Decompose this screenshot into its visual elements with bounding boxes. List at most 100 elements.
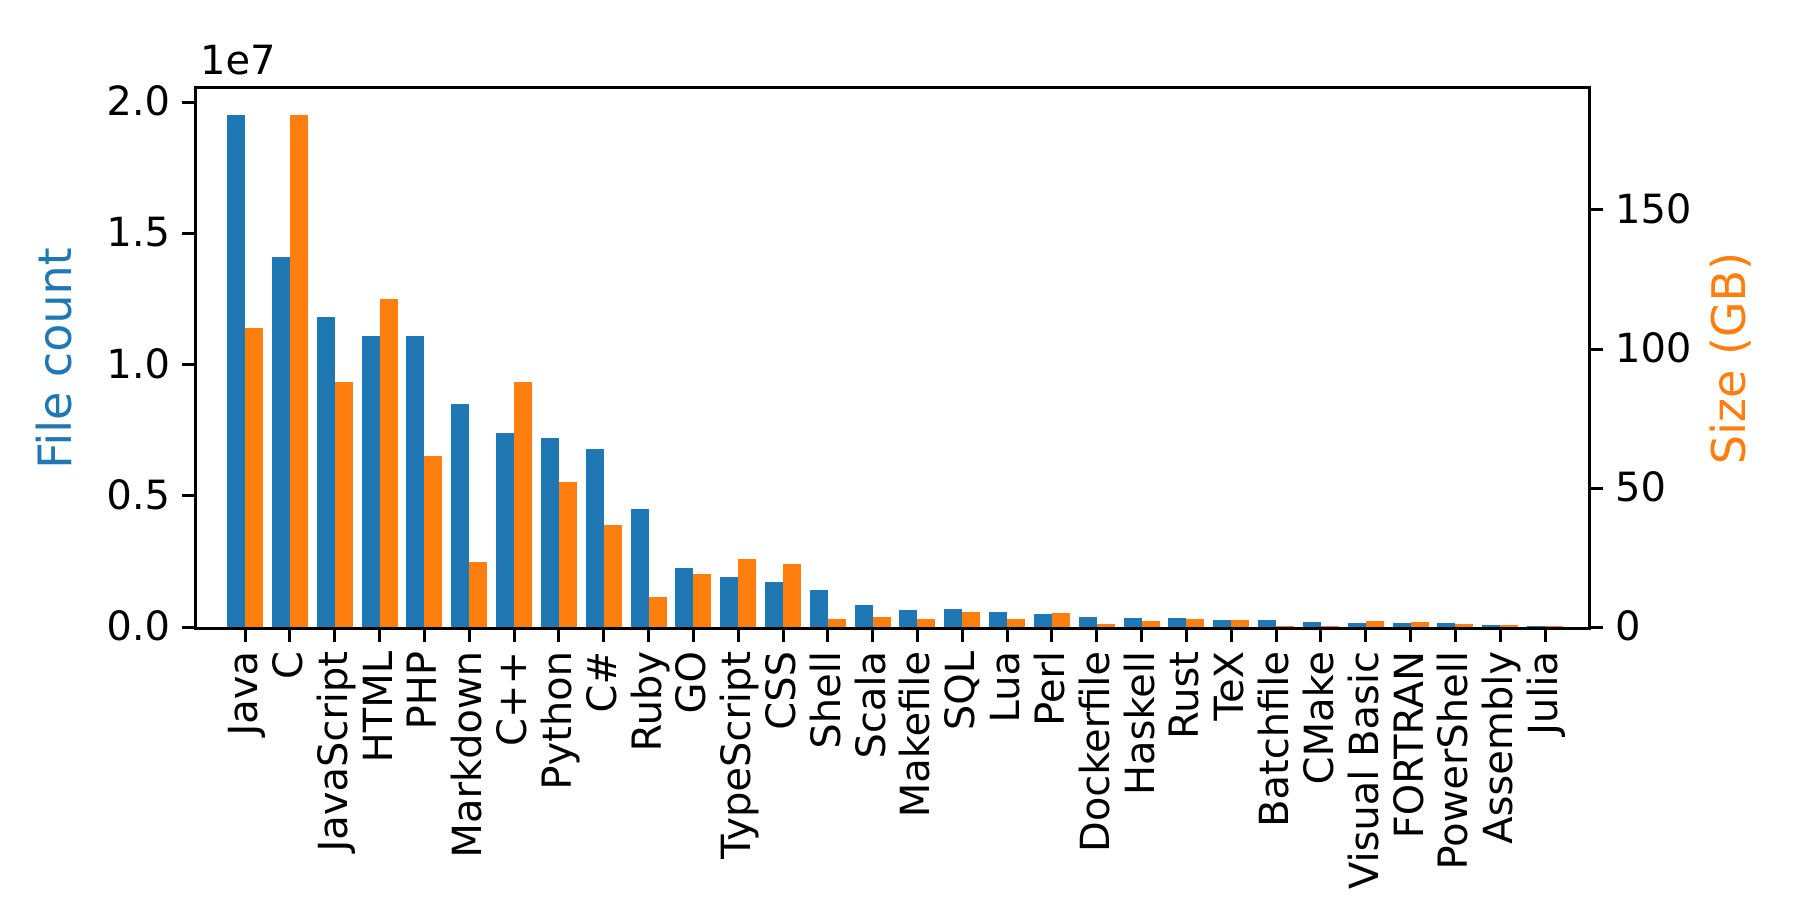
bar-file-count-php — [406, 336, 425, 627]
x-tick-label-typescript: TypeScript — [714, 651, 761, 859]
x-tick-powershell — [1453, 627, 1457, 642]
x-tick-label-cmake: CMake — [1296, 651, 1343, 785]
x-tick-c — [288, 627, 292, 642]
bar-size-rust — [1186, 619, 1205, 627]
bar-size-makefile — [917, 619, 936, 627]
y-right-tick-150 — [1588, 208, 1603, 212]
x-tick-label-scala: Scala — [848, 651, 895, 759]
x-tick-label-haskell: Haskell — [1117, 651, 1164, 796]
x-tick-label-c: C++ — [490, 651, 536, 746]
x-tick-cmake — [1319, 627, 1323, 642]
bar-size-c — [514, 382, 532, 627]
bar-size-powershell — [1455, 624, 1474, 627]
x-tick-batchfile — [1274, 627, 1278, 642]
x-tick-ruby — [647, 627, 650, 642]
bar-size-php — [424, 456, 443, 627]
x-tick-scala — [871, 627, 875, 642]
bar-size-sql — [962, 612, 981, 627]
y-axis-label-right: Size (GB) — [1702, 251, 1756, 465]
x-tick-haskell — [1140, 627, 1144, 642]
bar-size-tex — [1231, 620, 1250, 627]
x-tick-label-fortran: FORTRAN — [1386, 651, 1433, 839]
y-left-tick-1.0 — [182, 363, 197, 367]
bar-size-ruby — [648, 597, 667, 627]
y-left-tick-label-1.0: 1.0 — [106, 341, 170, 388]
bar-size-html — [379, 299, 398, 627]
bar-size-scala — [872, 617, 891, 627]
plot-frame — [194, 86, 1591, 630]
x-tick-label-assembly: Assembly — [1476, 651, 1523, 844]
y-axis-offset-label: 1e7 — [200, 38, 276, 84]
bar-file-count-dockerfile — [1078, 617, 1097, 627]
bar-size-java — [245, 328, 263, 627]
x-tick-label-powershell: PowerShell — [1431, 651, 1478, 870]
y-right-tick-label-50: 50 — [1615, 465, 1666, 511]
x-tick-tex — [1229, 627, 1233, 642]
y-left-tick-label-0.0: 0.0 — [106, 604, 170, 650]
bar-size-lua — [1007, 619, 1026, 627]
bar-file-count-perl — [1033, 614, 1052, 627]
x-tick-label-rust: Rust — [1162, 651, 1209, 739]
bar-file-count-html — [361, 336, 380, 627]
x-tick-python — [557, 627, 561, 642]
x-tick-label-batchfile: Batchfile — [1252, 651, 1299, 827]
bar-file-count-rust — [1168, 618, 1187, 627]
x-tick-label-shell: Shell — [803, 651, 850, 749]
bar-size-dockerfile — [1096, 624, 1115, 627]
x-tick-label-markdown: Markdown — [445, 651, 492, 858]
x-tick-php — [422, 627, 426, 642]
y-left-tick-0.0 — [182, 625, 197, 629]
bar-file-count-batchfile — [1258, 620, 1277, 627]
x-tick-label-makefile: Makefile — [893, 651, 940, 818]
bar-size-c — [289, 115, 308, 627]
bar-file-count-sql — [944, 609, 963, 627]
bar-size-julia — [1545, 626, 1564, 627]
bar-file-count-c — [271, 257, 290, 627]
x-tick-label-c: C# — [579, 651, 626, 713]
x-tick-sql — [960, 627, 964, 642]
x-tick-label-php: PHP — [400, 651, 447, 730]
x-tick-shell — [826, 627, 830, 642]
y-right-tick-label-0: 0 — [1615, 604, 1641, 650]
bar-file-count-markdown — [451, 404, 470, 627]
bar-size-css — [783, 564, 801, 627]
bar-size-cmake — [1320, 626, 1339, 627]
bar-file-count-ruby — [630, 509, 649, 627]
bar-size-go — [693, 574, 712, 627]
x-tick-rust — [1184, 627, 1188, 642]
bar-size-python — [558, 482, 577, 627]
bar-size-perl — [1051, 613, 1070, 627]
bar-file-count-cmake — [1302, 622, 1321, 627]
x-tick-dockerfile — [1095, 627, 1099, 642]
bar-file-count-python — [540, 438, 559, 627]
x-tick-label-java: Java — [221, 651, 267, 736]
bar-file-count-makefile — [899, 610, 918, 627]
bar-size-visual-basic — [1365, 621, 1384, 627]
bar-file-count-c — [585, 449, 604, 627]
bar-size-javascript — [334, 382, 353, 627]
bar-size-fortran — [1410, 622, 1429, 627]
x-tick-markdown — [467, 627, 471, 642]
x-tick-label-c: C — [265, 651, 312, 679]
x-tick-label-sql: SQL — [938, 651, 985, 731]
bar-file-count-lua — [989, 612, 1008, 627]
y-left-tick-2.0 — [182, 100, 197, 104]
y-left-tick-label-2.0: 2.0 — [106, 79, 170, 126]
x-tick-label-python: Python — [534, 651, 581, 790]
x-tick-assembly — [1498, 627, 1502, 642]
x-tick-html — [378, 627, 381, 642]
y-left-tick-label-0.5: 0.5 — [106, 472, 170, 519]
x-tick-label-lua: Lua — [983, 651, 1030, 723]
bar-size-shell — [827, 619, 846, 627]
y-right-tick-0 — [1588, 625, 1603, 629]
bar-file-count-shell — [809, 590, 828, 627]
bar-file-count-haskell — [1123, 618, 1142, 627]
x-tick-fortran — [1409, 627, 1413, 642]
y-right-tick-label-150: 150 — [1615, 186, 1692, 233]
bar-file-count-fortran — [1392, 623, 1411, 627]
bar-file-count-julia — [1527, 626, 1546, 627]
bar-size-batchfile — [1276, 626, 1295, 627]
x-tick-label-html: HTML — [355, 651, 402, 763]
bar-size-typescript — [738, 559, 757, 627]
bar-size-markdown — [469, 562, 488, 627]
